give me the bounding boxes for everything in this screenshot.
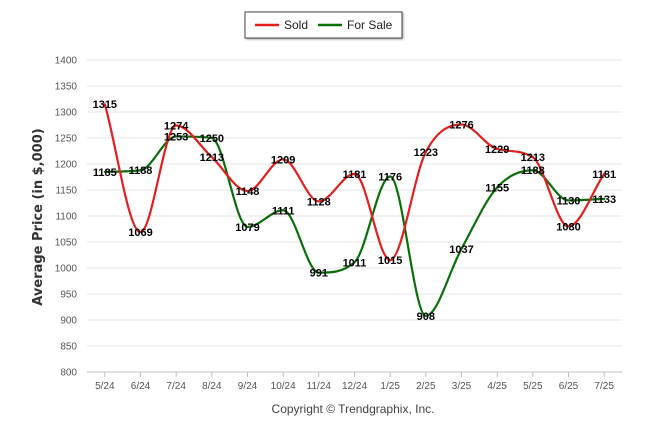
y-tick-label: 1100 [55,212,77,223]
data-label-for-sale: 1185 [93,167,117,179]
y-tick-label: 1150 [55,186,77,197]
y-tick-label: 1000 [55,264,78,275]
data-label-sold: 1276 [449,119,473,131]
x-tick-label: 10/24 [271,381,296,392]
x-tick-label: 12/24 [342,381,367,392]
data-label-sold: 1209 [271,154,295,166]
data-label-for-sale: 1155 [485,182,509,194]
x-tick-label: 7/25 [594,381,614,392]
x-tick-label: 4/25 [487,381,507,392]
x-tick-label: 8/24 [202,381,222,392]
data-label-sold: 1274 [164,121,189,133]
data-label-sold: 1229 [485,144,509,156]
data-label-sold: 1223 [414,147,438,159]
x-tick-label: 7/24 [166,381,186,392]
legend-label-for-sale: For Sale [347,18,393,32]
x-tick-label: 3/25 [452,381,472,392]
copyright-credit: Copyright © Trendgraphix, Inc. [272,402,435,416]
legend-label-sold: Sold [284,18,308,32]
data-label-for-sale: 1188 [129,165,153,177]
data-label-sold: 1181 [592,169,616,181]
data-labels: 1315 1069 1274 1213 1148 1209 1128 1181 1015 1223… [93,99,617,323]
data-label-for-sale: 991 [310,268,328,280]
y-tick-label: 800 [60,368,77,379]
y-tick-label: 950 [60,290,77,301]
y-tick-label: 850 [60,342,77,353]
data-label-for-sale: 1250 [200,133,224,145]
legend-item-for-sale[interactable]: For Sale [318,18,393,32]
data-label-for-sale: 1079 [235,222,259,234]
x-tick-label: 5/24 [95,381,115,392]
y-tick-label: 1050 [55,238,78,249]
data-label-sold: 1181 [343,169,367,181]
data-label-for-sale: 1037 [449,244,473,256]
data-label-sold: 1015 [378,255,402,267]
data-label-for-sale: 1011 [343,257,367,269]
x-tick-label: 6/24 [131,381,151,392]
x-tick-label: 9/24 [238,381,258,392]
y-axis: 800 850 900 950 1000 1050 1100 1150 1200 1250 1300… [55,56,78,379]
x-axis: 5/24 6/24 7/24 8/24 9/24 10/24 11/24 12/24 1/25 2… [95,372,614,392]
data-label-for-sale: 1188 [521,165,545,177]
legend[interactable]: Sold For Sale [244,11,403,39]
x-tick-label: 1/25 [380,381,400,392]
y-axis-title: Average Price (in $,000) [31,128,46,305]
data-label-sold: 1213 [200,152,224,164]
legend-item-sold[interactable]: Sold [255,18,308,32]
data-label-sold: 1148 [236,186,260,198]
x-tick-label: 2/25 [416,381,436,392]
data-label-for-sale: 1133 [592,194,616,206]
x-tick-label: 11/24 [307,381,332,392]
data-label-sold: 1128 [307,196,331,208]
data-label-for-sale: 908 [417,311,435,323]
y-tick-label: 1350 [55,82,78,93]
x-tick-label: 5/25 [523,381,543,392]
y-tick-label: 1300 [55,108,78,119]
y-tick-label: 1250 [55,134,78,145]
data-label-for-sale: 1253 [164,131,188,143]
data-label-sold: 1080 [556,221,580,233]
x-tick-label: 6/25 [559,381,579,392]
series-line-for-sale [103,135,606,317]
series-line-sold [103,103,606,262]
y-tick-label: 1200 [55,160,78,171]
data-label-for-sale: 1130 [557,195,581,207]
data-label-sold: 1213 [521,152,545,164]
data-label-sold: 1315 [93,99,117,111]
grid-lines [87,59,622,373]
data-label-sold: 1069 [128,227,152,239]
y-tick-label: 900 [60,316,77,327]
data-label-for-sale: 1111 [272,205,295,217]
series-layer [103,103,606,317]
data-label-for-sale: 1176 [378,171,402,183]
y-tick-label: 1400 [55,56,78,67]
